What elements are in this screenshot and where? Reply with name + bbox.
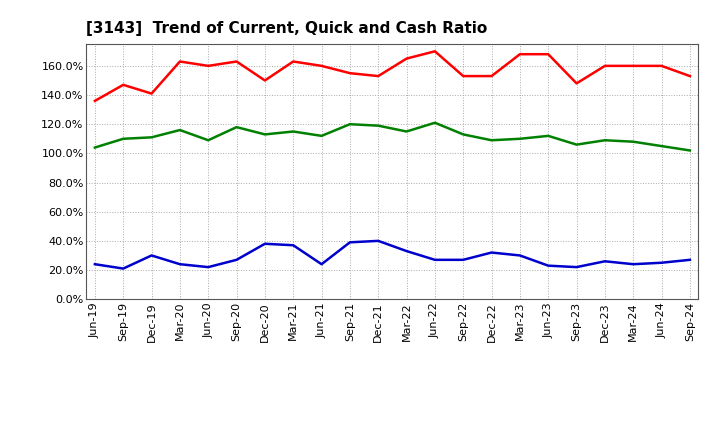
Quick Ratio — [402, 129, 411, 134]
Cash Ratio — [148, 253, 156, 258]
Cash Ratio — [572, 264, 581, 270]
Current Ratio — [204, 63, 212, 69]
Current Ratio — [119, 82, 127, 88]
Current Ratio — [148, 91, 156, 96]
Current Ratio — [431, 49, 439, 54]
Cash Ratio — [261, 241, 269, 246]
Quick Ratio — [657, 143, 666, 149]
Cash Ratio — [176, 261, 184, 267]
Quick Ratio — [176, 128, 184, 133]
Quick Ratio — [572, 142, 581, 147]
Cash Ratio — [204, 264, 212, 270]
Quick Ratio — [629, 139, 637, 144]
Current Ratio — [544, 51, 552, 57]
Cash Ratio — [487, 250, 496, 255]
Quick Ratio — [289, 129, 297, 134]
Quick Ratio — [148, 135, 156, 140]
Quick Ratio — [91, 145, 99, 150]
Quick Ratio — [487, 138, 496, 143]
Legend: Current Ratio, Quick Ratio, Cash Ratio: Current Ratio, Quick Ratio, Cash Ratio — [195, 438, 590, 440]
Cash Ratio — [346, 240, 354, 245]
Current Ratio — [516, 51, 524, 57]
Cash Ratio — [544, 263, 552, 268]
Current Ratio — [487, 73, 496, 79]
Quick Ratio — [459, 132, 467, 137]
Cash Ratio — [119, 266, 127, 271]
Quick Ratio — [431, 120, 439, 125]
Cash Ratio — [516, 253, 524, 258]
Cash Ratio — [402, 249, 411, 254]
Current Ratio — [261, 78, 269, 83]
Quick Ratio — [600, 138, 609, 143]
Current Ratio — [374, 73, 382, 79]
Cash Ratio — [91, 261, 99, 267]
Quick Ratio — [204, 138, 212, 143]
Current Ratio — [657, 63, 666, 69]
Quick Ratio — [544, 133, 552, 139]
Current Ratio — [572, 81, 581, 86]
Line: Quick Ratio: Quick Ratio — [95, 123, 690, 150]
Quick Ratio — [374, 123, 382, 128]
Line: Current Ratio: Current Ratio — [95, 51, 690, 101]
Current Ratio — [318, 63, 326, 69]
Quick Ratio — [119, 136, 127, 141]
Cash Ratio — [600, 259, 609, 264]
Current Ratio — [233, 59, 241, 64]
Current Ratio — [346, 70, 354, 76]
Cash Ratio — [629, 261, 637, 267]
Current Ratio — [176, 59, 184, 64]
Quick Ratio — [685, 148, 694, 153]
Cash Ratio — [685, 257, 694, 263]
Quick Ratio — [261, 132, 269, 137]
Current Ratio — [685, 73, 694, 79]
Current Ratio — [629, 63, 637, 69]
Current Ratio — [402, 56, 411, 61]
Current Ratio — [459, 73, 467, 79]
Current Ratio — [91, 98, 99, 103]
Current Ratio — [289, 59, 297, 64]
Current Ratio — [600, 63, 609, 69]
Cash Ratio — [374, 238, 382, 243]
Line: Cash Ratio: Cash Ratio — [95, 241, 690, 268]
Quick Ratio — [516, 136, 524, 141]
Text: [3143]  Trend of Current, Quick and Cash Ratio: [3143] Trend of Current, Quick and Cash … — [86, 21, 487, 36]
Cash Ratio — [289, 242, 297, 248]
Quick Ratio — [346, 121, 354, 127]
Cash Ratio — [233, 257, 241, 263]
Cash Ratio — [657, 260, 666, 265]
Cash Ratio — [318, 261, 326, 267]
Quick Ratio — [318, 133, 326, 139]
Cash Ratio — [459, 257, 467, 263]
Quick Ratio — [233, 125, 241, 130]
Cash Ratio — [431, 257, 439, 263]
